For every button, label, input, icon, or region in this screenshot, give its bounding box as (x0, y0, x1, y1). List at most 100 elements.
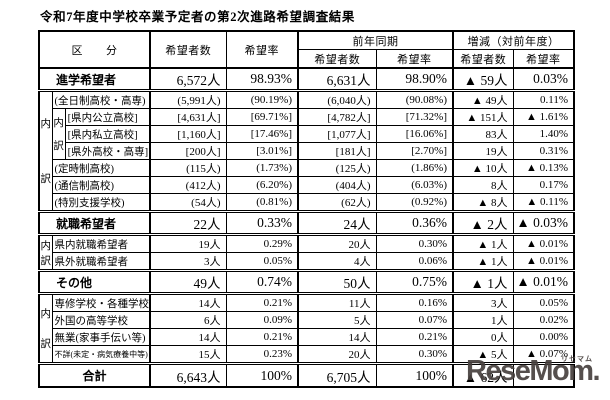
row-label: [県内私立高校] (64, 125, 151, 143)
diff-rate: ▲ 1.61% (512, 108, 575, 126)
rate-prev: [16.06%] (375, 125, 454, 143)
table-row: その他 49人 0.74% 50人 0.75% ▲ 1人 ▲ 0.01% (38, 269, 575, 294)
rate-prev: 0.75% (375, 269, 454, 294)
wake-label: 訳 (40, 174, 52, 185)
uchiwake-marker-employment: 内 訳 (38, 233, 53, 271)
row-label: 県外就職希望者 (51, 252, 151, 271)
uchi-label: 内 (40, 240, 52, 252)
table-row: 内 訳 専修学校・各種学校 14人 0.21% 11人 0.16% 3人 0.0… (38, 292, 575, 364)
diff-rate: 0.17% (512, 176, 575, 194)
rate-current: [17.46%] (225, 125, 299, 143)
applicants-current: [200人] (149, 142, 227, 160)
uchi-label: 内 (53, 118, 64, 129)
rate-prev: 0.16% (375, 292, 454, 312)
uchiwake-marker-other: 内 訳 (38, 292, 53, 364)
rate-prev: 0.30% (375, 233, 454, 253)
row-label: 県内就職希望者 (51, 233, 151, 253)
row-label: (定時制高校) (51, 159, 151, 177)
diff-rate: ▲ 0.01% (512, 269, 575, 294)
row-label: (特別支援学校) (51, 193, 151, 212)
resemom-logo: リセマム ReseMom. (466, 355, 601, 388)
applicants-prev: (404人) (297, 176, 377, 194)
applicants-current: (54人) (149, 193, 227, 212)
diff-rate: 0.05% (512, 292, 575, 312)
applicants-current: [1,160人] (149, 125, 227, 143)
rate-prev: (6.03%) (375, 176, 454, 194)
rate-current: 0.09% (225, 311, 299, 329)
rate-current: 98.93% (225, 67, 299, 91)
header-change: 増減（対前年度） (452, 30, 575, 50)
diff-rate: ▲ 0.13% (512, 159, 575, 177)
rate-current: 0.33% (225, 210, 299, 235)
diff-applicants: 0人 (452, 328, 514, 346)
row-label: (全日制高校・高専) (51, 89, 151, 109)
applicants-current: (5,991人) (149, 89, 227, 109)
header-prev-applicants: 希望者数 (297, 49, 377, 69)
row-label: 不詳(未定・病気療養中等) (51, 345, 151, 364)
wake-label: 訳 (40, 339, 52, 350)
header-row-2: 希望者数 希望率 希望者数 希望率 (39, 49, 575, 69)
diff-applicants: ▲ 1人 (452, 252, 514, 271)
rate-current: (1.73%) (225, 159, 299, 177)
applicants-prev: 20人 (297, 345, 377, 364)
table-row: 進学希望者 6,572人 98.93% 6,631人 98.90% ▲ 59人 … (38, 67, 575, 91)
table-row: 無業(家事手伝い等) 14人 0.21% 14人 0.21% 0人 0.00% (39, 328, 575, 346)
applicants-current: 6,643人 (149, 362, 227, 388)
applicants-prev: (6,040人) (297, 89, 377, 109)
header-applicants: 希望者数 (149, 30, 227, 69)
rate-prev: 0.36% (375, 210, 454, 235)
header-rate: 希望率 (225, 30, 299, 69)
header-diff-rate: 希望率 (512, 49, 575, 69)
table-row: 内 訳 (全日制高校・高専) (5,991人) (90.19%) (6,040人… (38, 89, 575, 212)
rate-prev: 0.06% (375, 252, 454, 271)
table-row: 県外就職希望者 3人 0.05% 4人 0.06% ▲ 1人 ▲ 0.01% (39, 252, 575, 271)
applicants-current: 15人 (149, 345, 227, 364)
applicants-current: 6,572人 (149, 67, 227, 91)
applicants-prev: 24人 (297, 210, 377, 235)
rate-prev: 100% (375, 362, 454, 388)
table-row: [県内私立高校] [1,160人] [17.46%] [1,077人] [16.… (39, 125, 575, 143)
applicants-prev: 11人 (297, 292, 377, 312)
diff-applicants: ▲ 2人 (452, 210, 514, 235)
row-label: [県内公立高校] (64, 108, 151, 126)
applicants-current: 6人 (149, 311, 227, 329)
page-title: 令和7年度中学校卒業予定者の第2次進路希望調査結果 (40, 10, 356, 24)
diff-applicants: ▲ 151人 (452, 108, 514, 126)
table-row: 内 訳 [県内公立高校] [4,631人] [69.71%] [4,782人] … (39, 108, 575, 160)
applicants-current: 3人 (149, 252, 227, 271)
table-row: 外国の高等学校 6人 0.09% 5人 0.07% 1人 0.02% (39, 311, 575, 329)
diff-rate: ▲ 0.03% (512, 210, 575, 235)
diff-rate: 0.02% (512, 311, 575, 329)
applicants-current: 19人 (149, 233, 227, 253)
applicants-prev: 14人 (297, 328, 377, 346)
rate-current: 100% (225, 362, 299, 388)
rate-prev: 0.30% (375, 345, 454, 364)
applicants-current: (115人) (149, 159, 227, 177)
diff-applicants: ▲ 8人 (452, 193, 514, 212)
diff-applicants: 1人 (452, 311, 514, 329)
diff-applicants: ▲ 1人 (452, 233, 514, 253)
header-prev-rate: 希望率 (375, 49, 454, 69)
diff-applicants: 8人 (452, 176, 514, 194)
diff-rate: 0.00% (512, 328, 575, 346)
table-row: (定時制高校) (115人) (1.73%) (125人) (1.86%) ▲ … (39, 159, 575, 177)
applicants-prev: 4人 (297, 252, 377, 271)
row-label: その他 (38, 269, 151, 294)
rate-current: 0.21% (225, 292, 299, 312)
diff-applicants: ▲ 62人 (452, 362, 514, 388)
table-row: (特別支援学校) (54人) (0.81%) (62人) (0.92%) ▲ 8… (39, 193, 575, 212)
diff-applicants: ▲ 49人 (452, 89, 514, 109)
rate-current: 0.05% (225, 252, 299, 271)
diff-rate: ▲ 0.01% (512, 252, 575, 271)
applicants-prev: (125人) (297, 159, 377, 177)
row-label: [県外高校・高専] (64, 142, 151, 160)
row-label: 専修学校・各種学校 (51, 292, 151, 312)
applicants-prev: [1,077人] (297, 125, 377, 143)
diff-applicants: ▲ 10人 (452, 159, 514, 177)
diff-applicants: ▲ 59人 (452, 67, 514, 91)
row-label: (通信制高校) (51, 176, 151, 194)
table-row: (通信制高校) (412人) (6.20%) (404人) (6.03%) 8人… (39, 176, 575, 194)
applicants-current: 22人 (149, 210, 227, 235)
rate-current: 0.29% (225, 233, 299, 253)
applicants-prev: 6,705人 (297, 362, 377, 388)
